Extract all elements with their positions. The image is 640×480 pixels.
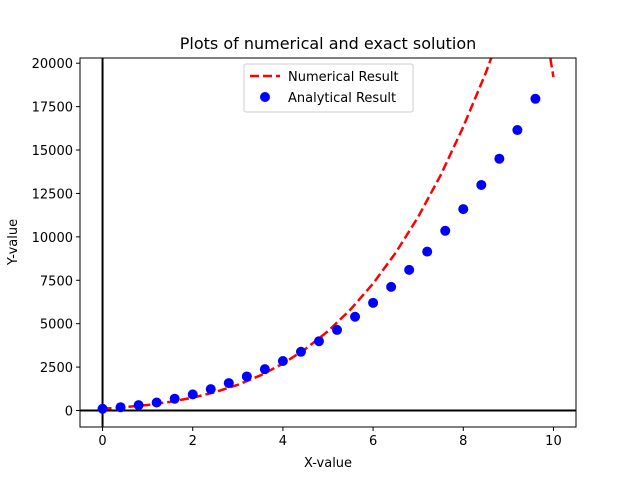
analytical-result-point	[386, 281, 397, 292]
y-tick-label: 2500	[40, 361, 73, 376]
analytical-result-point	[512, 125, 523, 136]
analytical-result-point	[277, 356, 288, 367]
analytical-result-point	[332, 324, 343, 335]
legend-frame	[243, 63, 414, 113]
analytical-result-point	[187, 389, 198, 400]
analytical-result-point	[115, 402, 126, 413]
analytical-result-point	[241, 371, 252, 382]
analytical-result-point	[169, 393, 180, 404]
analytical-result-point	[530, 93, 541, 104]
analytical-result-point	[313, 336, 324, 347]
chart-title: Plots of numerical and exact solution	[180, 34, 477, 53]
analytical-result-point	[97, 403, 108, 414]
y-tick-label: 7500	[40, 274, 73, 289]
x-tick-label: 10	[545, 434, 562, 449]
legend-analytical-swatch	[260, 92, 270, 102]
x-tick-label: 0	[98, 434, 106, 449]
y-tick-label: 5000	[40, 318, 73, 333]
analytical-result-point	[205, 384, 216, 395]
analytical-result-point	[368, 297, 379, 308]
y-tick-label: 20000	[32, 57, 73, 72]
analytical-result-point	[440, 225, 451, 236]
x-tick-label: 2	[189, 434, 197, 449]
y-tick-label: 10000	[32, 231, 73, 246]
analytical-result-point	[350, 311, 361, 322]
analytical-result-point	[259, 364, 270, 375]
legend-analytical-label: Analytical Result	[288, 91, 396, 106]
analytical-result-point	[133, 400, 144, 411]
axes: 0 2 4 6 8 10 0 2500 5000 7500 10000 12500 15000 17500…	[32, 57, 577, 449]
legend: Numerical Result Analytical Result	[243, 63, 414, 113]
x-tick-label: 8	[459, 434, 467, 449]
analytical-result-point	[295, 346, 306, 357]
y-axis-title: Y-value	[6, 219, 21, 266]
x-tick-label: 6	[369, 434, 377, 449]
plot-area	[80, 58, 576, 427]
y-tick-label: 12500	[32, 187, 73, 202]
axes-frame	[79, 57, 577, 428]
y-tick-label: 0	[65, 405, 73, 420]
analytical-result-point	[458, 204, 469, 215]
analytical-result-point	[476, 179, 487, 190]
x-tick-label: 4	[279, 434, 287, 449]
analytical-result-point	[494, 153, 505, 164]
analytical-result-point	[223, 378, 234, 389]
analytical-result-point	[422, 246, 433, 257]
analytical-result-point	[151, 397, 162, 408]
x-axis-title: X-value	[304, 456, 352, 471]
series-group	[97, 58, 555, 414]
y-tick-label: 15000	[32, 144, 73, 159]
legend-numerical-label: Numerical Result	[288, 70, 399, 85]
y-tick-label: 17500	[32, 101, 73, 116]
analytical-result-point	[404, 264, 415, 275]
